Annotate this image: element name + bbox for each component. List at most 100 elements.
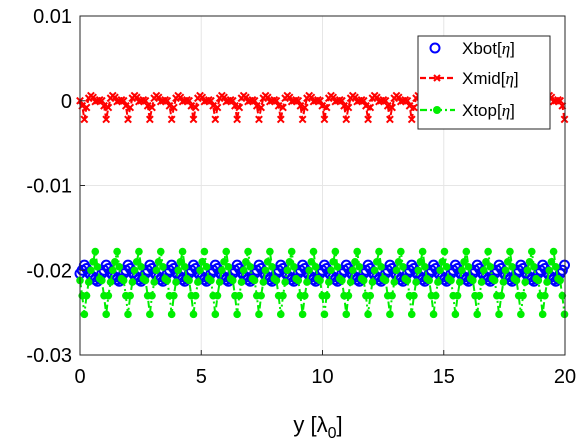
data-point <box>279 103 287 112</box>
data-point <box>342 310 351 319</box>
data-point <box>185 276 193 285</box>
data-point <box>331 247 340 256</box>
data-point <box>124 310 132 319</box>
data-point <box>130 266 139 275</box>
data-point <box>346 278 355 286</box>
data-point <box>300 103 309 112</box>
data-point <box>523 266 532 275</box>
data-point <box>368 278 377 286</box>
data-point <box>268 263 276 271</box>
data-point <box>549 247 558 256</box>
data-point <box>239 266 248 275</box>
legend-label-xmid: Xmid[η] <box>462 69 519 88</box>
data-point <box>366 103 375 112</box>
data-point <box>309 247 318 256</box>
data-point <box>84 278 93 286</box>
data-point <box>503 257 512 266</box>
x-tick-label: 15 <box>433 366 455 388</box>
data-point <box>497 291 506 300</box>
data-point <box>187 101 196 110</box>
series-2 <box>76 247 569 319</box>
data-point <box>274 101 283 110</box>
data-point <box>233 115 242 124</box>
data-point <box>410 291 418 300</box>
data-point <box>207 96 215 105</box>
data-point <box>490 276 499 285</box>
data-point <box>202 263 211 271</box>
data-point <box>191 291 200 300</box>
data-point <box>418 247 427 256</box>
data-point <box>200 247 209 256</box>
data-point <box>159 263 167 271</box>
data-point <box>180 263 189 271</box>
data-point <box>495 310 503 319</box>
data-point <box>329 257 337 266</box>
data-point <box>121 101 130 110</box>
data-point <box>119 276 128 285</box>
data-point <box>191 103 200 112</box>
data-point <box>399 263 407 271</box>
data-point <box>189 115 198 124</box>
legend-marker-xbot <box>429 42 441 54</box>
data-point <box>261 266 270 275</box>
data-point <box>318 101 327 110</box>
data-point <box>198 257 207 266</box>
data-point <box>388 103 397 112</box>
data-point <box>80 115 89 124</box>
data-point <box>104 291 113 300</box>
data-point <box>421 263 429 271</box>
data-point <box>266 247 274 256</box>
data-point <box>508 263 516 271</box>
data-point <box>252 101 261 110</box>
data-point <box>218 266 226 275</box>
data-point <box>381 276 390 285</box>
plot-area-series <box>74 91 571 319</box>
data-point <box>377 263 385 271</box>
data-point <box>128 278 137 286</box>
data-point <box>287 247 296 256</box>
data-point <box>126 103 135 112</box>
data-point <box>556 276 564 285</box>
data-point <box>115 263 124 271</box>
data-point <box>349 266 357 275</box>
data-point <box>235 103 244 112</box>
data-point <box>316 96 324 105</box>
data-point <box>213 103 222 112</box>
data-point <box>196 266 204 275</box>
data-point <box>80 310 89 319</box>
data-point <box>263 257 272 266</box>
data-point <box>237 278 246 286</box>
data-point <box>143 101 152 110</box>
data-point <box>462 247 471 256</box>
data-point <box>464 263 473 271</box>
data-point <box>145 115 154 124</box>
data-point <box>521 278 530 286</box>
data-point <box>538 310 547 319</box>
data-point <box>405 101 414 110</box>
data-point <box>355 263 364 271</box>
data-point <box>407 115 416 124</box>
data-point <box>556 264 568 276</box>
data-point <box>255 115 263 124</box>
legend-entry-xtop: Xtop[η] <box>420 101 515 120</box>
legend-box <box>417 35 551 130</box>
data-point <box>89 257 97 266</box>
data-point <box>403 276 412 285</box>
data-point <box>482 257 490 266</box>
data-point <box>246 263 255 271</box>
data-point <box>108 266 117 275</box>
data-point <box>272 276 281 285</box>
data-point <box>340 101 348 110</box>
data-point <box>469 276 477 285</box>
data-point <box>176 257 185 266</box>
data-point <box>390 278 399 286</box>
data-point <box>228 96 237 105</box>
data-point <box>434 278 442 286</box>
data-point <box>82 291 91 300</box>
data-point <box>148 291 156 300</box>
data-point <box>82 103 91 112</box>
data-point <box>403 96 412 105</box>
axis-ticks: 0 5 10 15 20 0.01 0 -0.01 -0.02 -0.03 <box>26 6 576 388</box>
y-tick-label: 0 <box>61 91 72 113</box>
